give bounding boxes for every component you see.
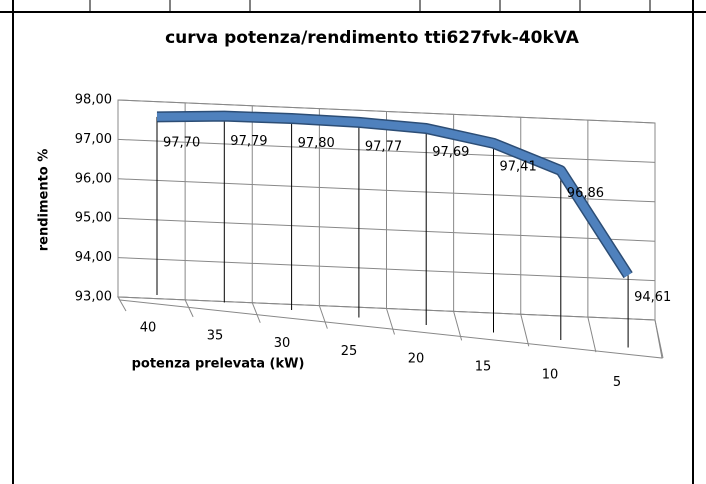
data-label: 96,86 bbox=[567, 186, 604, 201]
floor-line bbox=[386, 308, 395, 335]
x-tick-label: 30 bbox=[274, 336, 291, 351]
data-label: 94,61 bbox=[634, 290, 671, 305]
y-axis-label: rendimento % bbox=[37, 149, 52, 252]
chart-title: curva potenza/rendimento tti627fvk-40kVA bbox=[165, 28, 580, 48]
x-tick-label: 20 bbox=[408, 352, 425, 367]
floor-line bbox=[117, 296, 127, 312]
data-label: 97,77 bbox=[365, 139, 402, 154]
y-tick-label: 98,00 bbox=[75, 93, 112, 108]
floor-line bbox=[587, 317, 597, 353]
data-label: 97,79 bbox=[230, 134, 267, 149]
x-tick-label: 40 bbox=[140, 321, 157, 336]
data-label: 97,70 bbox=[163, 135, 200, 150]
line bbox=[156, 112, 632, 278]
data-label: 97,80 bbox=[298, 136, 335, 151]
floor-line bbox=[251, 302, 261, 323]
data-label: 97,69 bbox=[432, 145, 469, 160]
y-tick-label: 96,00 bbox=[75, 171, 112, 186]
y-tick-label: 93,00 bbox=[75, 290, 112, 305]
x-tick-label: 25 bbox=[341, 344, 358, 359]
y-tick-label: 94,00 bbox=[75, 250, 112, 265]
data-label: 97,41 bbox=[500, 159, 537, 174]
x-tick-label: 35 bbox=[207, 328, 224, 343]
y-tick-label: 97,00 bbox=[75, 132, 112, 147]
floor-line bbox=[184, 299, 194, 318]
x-tick-label: 15 bbox=[475, 360, 492, 375]
floor-line bbox=[453, 311, 463, 341]
x-axis-label: potenza prelevata (kW) bbox=[132, 357, 305, 372]
x-tick-label: 5 bbox=[613, 375, 621, 390]
floor-line bbox=[654, 319, 664, 359]
x-tick-label: 10 bbox=[542, 367, 559, 382]
floor-line bbox=[520, 314, 530, 347]
floor-line bbox=[318, 305, 328, 329]
y-tick-label: 95,00 bbox=[75, 211, 112, 226]
